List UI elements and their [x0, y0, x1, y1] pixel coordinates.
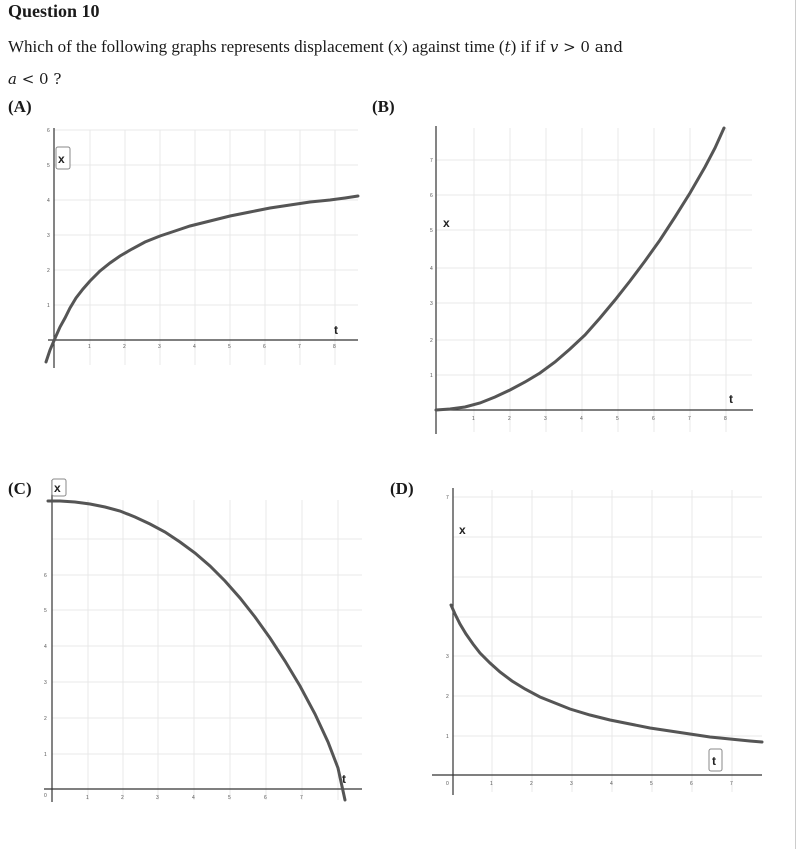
- graph-b-x-label: x: [443, 216, 450, 230]
- question-text-part: ) if if: [510, 37, 550, 56]
- svg-text:6: 6: [690, 781, 693, 787]
- svg-text:5: 5: [44, 608, 47, 614]
- svg-text:3: 3: [156, 795, 159, 801]
- svg-text:3: 3: [446, 654, 449, 660]
- svg-text:1: 1: [446, 734, 449, 740]
- option-label-a[interactable]: (A): [8, 97, 32, 116]
- svg-text:6: 6: [263, 344, 266, 350]
- svg-text:7: 7: [730, 781, 733, 787]
- svg-text:5: 5: [228, 795, 231, 801]
- svg-text:1: 1: [430, 373, 433, 379]
- svg-text:5: 5: [228, 344, 231, 350]
- svg-text:6: 6: [430, 193, 433, 199]
- a-condition: < 0 ?: [16, 70, 62, 88]
- question-title: Question 10: [8, 1, 100, 21]
- svg-text:3: 3: [47, 233, 50, 239]
- graph-d-x-label: x: [459, 523, 466, 537]
- svg-text:2: 2: [121, 795, 124, 801]
- svg-text:7: 7: [300, 795, 303, 801]
- svg-text:2: 2: [123, 344, 126, 350]
- svg-text:5: 5: [616, 416, 619, 422]
- question-text-part: Which of the following graphs represents…: [8, 37, 394, 56]
- svg-text:1: 1: [472, 416, 475, 422]
- option-label-d[interactable]: (D): [390, 479, 414, 498]
- svg-text:1: 1: [88, 344, 91, 350]
- graph-c-grid: [52, 500, 362, 800]
- v-symbol: v: [549, 38, 559, 56]
- graph-b[interactable]: 7 6 5 4 3 2 1 1 2 3 4 5 6 7 8 x t: [430, 126, 753, 434]
- graph-d[interactable]: 7 3 2 1 0 1 2 3 4 5 6 7 x t: [432, 488, 764, 795]
- graph-b-curve: [434, 126, 726, 412]
- graph-a-t-label: t: [334, 323, 338, 337]
- graph-b-ticks: 7 6 5 4 3 2 1 1 2 3 4 5 6 7 8: [430, 158, 727, 422]
- graph-d-ticks: 7 3 2 1 0 1 2 3 4 5 6 7: [446, 495, 733, 787]
- question-text-part: ) against time (: [402, 37, 505, 56]
- svg-text:2: 2: [430, 338, 433, 344]
- svg-text:3: 3: [544, 416, 547, 422]
- svg-text:4: 4: [47, 198, 50, 204]
- graph-a-grid: [54, 129, 358, 365]
- svg-text:6: 6: [264, 795, 267, 801]
- graph-a[interactable]: 6 5 4 3 2 1 1 2 3 4 5 6 7 8 x t: [44, 128, 360, 368]
- graph-b-t-label: t: [729, 392, 733, 406]
- svg-text:3: 3: [158, 344, 161, 350]
- question-text: Which of the following graphs represents…: [8, 31, 768, 95]
- v-condition: > 0 and: [558, 38, 623, 56]
- svg-text:4: 4: [580, 416, 583, 422]
- svg-text:5: 5: [650, 781, 653, 787]
- graph-c-curve: [46, 499, 347, 802]
- svg-text:1: 1: [490, 781, 493, 787]
- svg-text:4: 4: [44, 644, 47, 650]
- svg-text:4: 4: [192, 795, 195, 801]
- svg-text:4: 4: [430, 266, 433, 272]
- svg-text:5: 5: [47, 163, 50, 169]
- svg-text:7: 7: [688, 416, 691, 422]
- x-symbol: x: [393, 38, 403, 56]
- svg-text:0: 0: [44, 793, 47, 799]
- svg-text:2: 2: [47, 268, 50, 274]
- svg-text:6: 6: [44, 573, 47, 579]
- graph-a-x-label: x: [58, 152, 65, 166]
- graph-c[interactable]: 6 5 4 3 2 1 0 1 2 3 4 5 6 7 x t: [44, 478, 362, 802]
- graph-a-ticks: 6 5 4 3 2 1 1 2 3 4 5 6 7 8: [47, 128, 336, 350]
- graph-c-x-label: x: [54, 481, 61, 495]
- svg-text:4: 4: [193, 344, 196, 350]
- graph-d-t-label-box: [708, 748, 723, 772]
- graph-c-ticks: 6 5 4 3 2 1 0 1 2 3 4 5 6 7: [44, 573, 303, 801]
- option-label-c[interactable]: (C): [8, 479, 32, 498]
- svg-text:1: 1: [44, 752, 47, 758]
- svg-text:1: 1: [86, 795, 89, 801]
- option-label-b[interactable]: (B): [372, 97, 395, 116]
- graph-b-grid: [436, 128, 752, 432]
- graph-c-t-label: t: [342, 772, 346, 786]
- svg-text:5: 5: [430, 228, 433, 234]
- svg-text:2: 2: [44, 716, 47, 722]
- svg-text:6: 6: [47, 128, 50, 134]
- svg-text:8: 8: [333, 344, 336, 350]
- svg-text:2: 2: [530, 781, 533, 787]
- graph-a-x-label-box: [55, 146, 71, 170]
- graph-a-curve: [44, 194, 360, 364]
- graph-d-t-label: t: [712, 754, 716, 768]
- svg-text:0: 0: [446, 781, 449, 787]
- graph-c-x-label-box: [51, 478, 67, 497]
- graph-d-grid: [453, 490, 762, 792]
- svg-text:3: 3: [430, 301, 433, 307]
- svg-text:7: 7: [298, 344, 301, 350]
- svg-text:2: 2: [508, 416, 511, 422]
- graph-d-curve: [449, 603, 764, 744]
- svg-text:3: 3: [44, 680, 47, 686]
- svg-text:3: 3: [570, 781, 573, 787]
- svg-text:4: 4: [610, 781, 613, 787]
- svg-text:6: 6: [652, 416, 655, 422]
- svg-text:1: 1: [47, 303, 50, 309]
- t-symbol: t: [504, 38, 511, 56]
- svg-text:7: 7: [446, 495, 449, 501]
- svg-text:7: 7: [430, 158, 433, 164]
- a-symbol: a: [8, 70, 17, 88]
- svg-text:2: 2: [446, 694, 449, 700]
- svg-text:8: 8: [724, 416, 727, 422]
